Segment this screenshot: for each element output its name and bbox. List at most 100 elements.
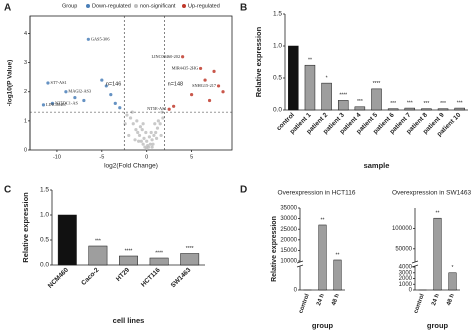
bar (288, 45, 299, 111)
y-tick-label: 10000 (280, 259, 297, 265)
significance-label: **** (155, 250, 163, 256)
point (161, 116, 165, 120)
y-axis-label: Relative expression (254, 26, 263, 97)
bar (88, 245, 108, 266)
panel-label: C (4, 185, 11, 196)
point (198, 66, 203, 71)
point (144, 130, 148, 135)
x-tick-label: 0 (145, 154, 148, 160)
y-tick-label: 4000 (399, 265, 413, 271)
point (137, 133, 142, 138)
y-tick-label: 0 (294, 288, 298, 294)
y-tick-label: 1 (24, 118, 27, 124)
point (135, 119, 139, 123)
point (82, 98, 86, 103)
x-axis-label: log2(Fold Change) (104, 163, 158, 170)
x-axis-label: group (312, 321, 334, 330)
y-tick-label: 15000 (280, 248, 297, 254)
y-tick-label: 2 (24, 89, 27, 95)
axis-break-mark (411, 264, 419, 268)
chart-title: Overexpression in SW1463 (392, 190, 472, 197)
significance-label: * (326, 75, 328, 81)
point (153, 122, 157, 126)
significance-label: ** (336, 252, 340, 258)
point-label: ST7-AS1 (50, 80, 66, 85)
point (172, 104, 176, 108)
panel-label: A (4, 3, 11, 14)
legend-label: Up-regulated (188, 3, 220, 9)
significance-label: *** (457, 100, 463, 106)
y-tick-label: 1.5 (40, 187, 49, 194)
bar (404, 107, 416, 111)
y-tick-label: 1.0 (273, 43, 282, 50)
point (134, 128, 138, 132)
bar (354, 106, 366, 111)
x-axis-label: sample (364, 161, 390, 170)
axis-break (412, 262, 418, 267)
axis-break (297, 262, 303, 267)
point (154, 136, 159, 140)
x-tick-label: HCT116 (140, 266, 162, 288)
bar (304, 64, 316, 111)
point (203, 78, 207, 82)
y-tick-label: 2000 (399, 276, 413, 282)
point (127, 133, 131, 138)
x-tick-label: control (298, 293, 311, 314)
axis-break-mark (296, 260, 304, 264)
bar (149, 257, 169, 266)
y-tick-label: 0.0 (40, 262, 49, 269)
y-tick-label: 30000 (280, 216, 297, 222)
point (100, 78, 104, 82)
point (41, 103, 46, 107)
bar (57, 214, 77, 266)
point (150, 138, 154, 142)
bar (448, 272, 457, 291)
point (113, 101, 117, 105)
significance-label: *** (423, 101, 429, 107)
point (146, 144, 150, 148)
legend-label: non-significant (140, 3, 176, 9)
x-tick-label: HT29 (115, 266, 131, 282)
significance-label: ** (308, 58, 312, 64)
point (190, 93, 194, 97)
point-label: LINC00460-202 (151, 54, 180, 59)
significance-label: **** (339, 93, 347, 99)
x-axis-label: cell lines (113, 316, 145, 325)
bar (371, 88, 382, 111)
x-tick-label: Caco-2 (80, 266, 101, 287)
axis-break-mark (411, 260, 419, 264)
point (138, 125, 143, 129)
point (86, 37, 90, 41)
significance-label: * (452, 265, 454, 271)
y-tick-label: 0.0 (273, 107, 282, 114)
point (147, 135, 152, 139)
point (150, 145, 154, 149)
point (73, 95, 77, 100)
point (167, 107, 171, 111)
axis-break-mark (296, 264, 304, 268)
point (141, 142, 145, 146)
point (221, 90, 225, 94)
y-tick-label: 0 (409, 288, 413, 294)
bar (318, 224, 327, 291)
point (130, 110, 134, 114)
x-tick-label: 24 h (316, 293, 326, 307)
point (158, 122, 162, 126)
point (46, 81, 50, 85)
point (118, 106, 122, 110)
chart-title: Overexpression in HCT116 (278, 190, 356, 197)
bar (421, 108, 432, 111)
point (212, 69, 216, 73)
significance-label: ** (321, 217, 325, 223)
bar (387, 108, 399, 111)
point (148, 142, 152, 146)
legend-marker (182, 4, 186, 8)
count-label: n=148 (168, 81, 183, 87)
x-tick-label: 24 h (431, 293, 441, 307)
y-tick-label: 0.5 (273, 75, 282, 82)
legend-marker (86, 4, 90, 8)
y-tick-label: 25000 (280, 227, 297, 233)
point (136, 130, 140, 135)
point (109, 93, 113, 97)
bar (321, 82, 332, 111)
